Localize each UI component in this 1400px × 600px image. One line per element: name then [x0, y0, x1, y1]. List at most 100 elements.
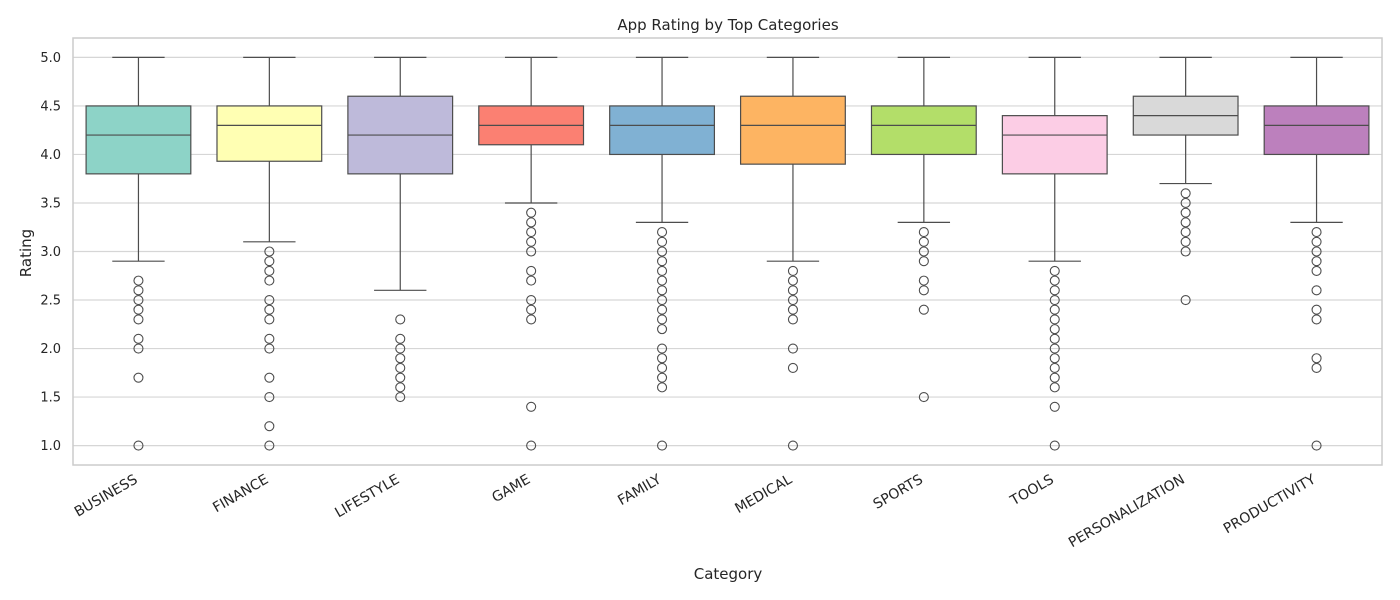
outlier-point — [1180, 246, 1191, 257]
outlier-point — [526, 265, 537, 276]
outlier-point — [1311, 236, 1322, 247]
outlier-point — [656, 362, 668, 374]
outlier-point — [133, 314, 144, 325]
y-tick-label: 1.0 — [40, 439, 61, 454]
outlier-point — [1049, 294, 1060, 306]
outlier-point — [1049, 285, 1060, 296]
plot-frame — [72, 37, 1383, 466]
y-tick-label: 2.0 — [40, 342, 61, 357]
outlier-point — [1311, 314, 1322, 325]
outlier-point — [264, 392, 275, 403]
outlier-point — [526, 294, 537, 306]
outlier-point — [395, 314, 406, 325]
outlier-point — [133, 372, 144, 383]
outlier-point — [656, 304, 668, 315]
outlier-point — [1311, 285, 1322, 296]
y-tick-label: 4.5 — [40, 99, 61, 114]
outlier-point — [526, 440, 537, 451]
box-game — [478, 56, 585, 451]
x-tick-label: PERSONALIZATION — [1066, 472, 1188, 551]
outlier-point — [1049, 440, 1060, 451]
y-tick-label: 3.0 — [40, 245, 61, 260]
outlier-point — [264, 314, 275, 325]
x-tick-label: PRODUCTIVITY — [1221, 471, 1319, 537]
outlier-point — [264, 294, 275, 306]
iqr-box — [870, 105, 977, 156]
outlier-point — [264, 372, 275, 383]
outlier-point — [1049, 314, 1060, 325]
outlier-point — [133, 275, 144, 286]
outlier-point — [1180, 188, 1191, 199]
outlier-point — [1311, 256, 1322, 267]
outlier-point — [918, 304, 929, 315]
outlier-point — [656, 353, 668, 364]
iqr-box — [1001, 115, 1108, 175]
outlier-point — [395, 362, 406, 374]
outlier-point — [264, 265, 275, 276]
box-sports — [870, 56, 977, 403]
outlier-point — [133, 285, 144, 296]
outlier-point — [1311, 304, 1322, 315]
x-tick-label: FINANCE — [210, 472, 271, 517]
outlier-point — [656, 285, 668, 296]
outlier-point — [133, 333, 144, 344]
y-tick-label: 3.5 — [40, 196, 61, 211]
outlier-point — [1180, 227, 1191, 238]
outlier-point — [264, 304, 275, 315]
outlier-point — [656, 256, 668, 267]
y-tick-label: 1.5 — [40, 391, 61, 406]
iqr-box — [85, 105, 192, 175]
outlier-point — [1049, 324, 1060, 335]
outlier-point — [1180, 197, 1191, 209]
outlier-point — [656, 343, 668, 354]
box-tools — [1001, 56, 1108, 451]
outlier-point — [656, 314, 668, 325]
outlier-point — [656, 265, 668, 276]
outlier-point — [918, 256, 929, 267]
outlier-point — [787, 304, 799, 315]
box-finance — [216, 56, 323, 451]
outlier-point — [1311, 246, 1322, 257]
outlier-point — [918, 275, 929, 286]
outlier-point — [1049, 372, 1060, 383]
box-family — [609, 56, 716, 451]
outlier-point — [395, 382, 406, 393]
outlier-point — [1311, 440, 1322, 451]
outlier-point — [526, 246, 537, 257]
outlier-point — [918, 246, 929, 257]
outlier-point — [1049, 362, 1060, 374]
iqr-box — [739, 95, 846, 165]
y-tick-label: 2.5 — [40, 294, 61, 309]
y-tick-label: 4.0 — [40, 148, 61, 163]
outlier-point — [133, 343, 144, 354]
box-business — [85, 56, 192, 451]
outlier-point — [395, 353, 406, 364]
outlier-point — [1180, 207, 1191, 218]
outlier-point — [1311, 353, 1322, 364]
iqr-box — [1263, 105, 1370, 156]
y-tick-label: 5.0 — [40, 51, 61, 66]
outlier-point — [656, 275, 668, 286]
outlier-point — [1049, 304, 1060, 315]
outlier-point — [787, 440, 799, 451]
iqr-box — [609, 105, 716, 156]
outlier-point — [787, 343, 799, 354]
chart-title: App Rating by Top Categories — [617, 16, 838, 34]
outlier-point — [1311, 227, 1322, 238]
outlier-point — [656, 372, 668, 383]
iqr-box — [216, 105, 323, 162]
outlier-point — [918, 236, 929, 247]
outlier-point — [787, 314, 799, 325]
outlier-point — [526, 401, 537, 412]
outlier-point — [787, 265, 799, 276]
outlier-point — [1180, 294, 1191, 306]
outlier-point — [264, 256, 275, 267]
outlier-point — [526, 227, 537, 238]
outlier-point — [395, 333, 406, 344]
outlier-point — [1311, 265, 1322, 276]
outlier-point — [395, 343, 406, 354]
outlier-point — [787, 362, 799, 374]
outlier-point — [264, 246, 275, 257]
outlier-point — [656, 382, 668, 393]
